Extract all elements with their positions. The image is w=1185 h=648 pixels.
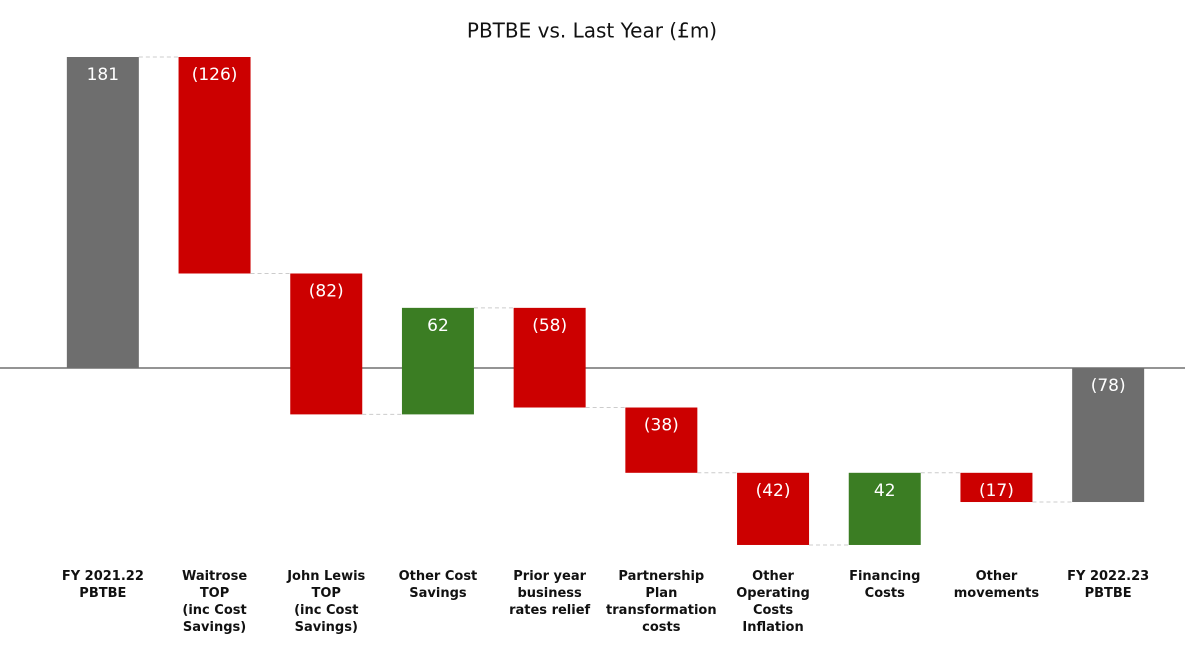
x-tick-label: Partnership Plan transformation costs — [606, 569, 717, 635]
value-label: (42) — [756, 481, 791, 501]
x-tick-label: Financing Costs — [849, 569, 921, 601]
bar — [290, 273, 363, 415]
value-label: 62 — [427, 316, 449, 336]
value-label: (126) — [192, 65, 238, 85]
x-tick-label: Waitrose TOP (inc Cost Savings) — [181, 569, 248, 635]
bar — [848, 472, 921, 545]
value-label: 181 — [87, 65, 119, 85]
value-label: (78) — [1091, 376, 1126, 396]
bar — [625, 407, 698, 473]
value-label: (82) — [309, 281, 344, 301]
value-label: (58) — [532, 316, 567, 336]
value-label: (38) — [644, 416, 679, 436]
x-tick-label: Other Operating Costs Inflation — [736, 569, 810, 635]
value-label: (17) — [979, 481, 1014, 501]
bar — [737, 472, 810, 545]
chart-title: PBTBE vs. Last Year (£m) — [467, 19, 717, 43]
bar — [66, 57, 139, 368]
bar — [960, 472, 1033, 503]
x-tick-label: Other Cost Savings — [398, 569, 478, 601]
bar — [1072, 367, 1145, 503]
x-tick-label: Prior year business rates relief — [509, 569, 591, 618]
x-tick-label: FY 2022.23 PBTBE — [1067, 569, 1150, 601]
bar — [401, 307, 474, 415]
x-tick-label: Other movements — [953, 569, 1040, 601]
bar — [178, 57, 251, 274]
value-label: 42 — [874, 481, 896, 501]
bar — [513, 307, 586, 408]
x-tick-label: John Lewis TOP (inc Cost Savings) — [287, 569, 366, 635]
x-tick-label: FY 2021.22 PBTBE — [61, 569, 144, 601]
